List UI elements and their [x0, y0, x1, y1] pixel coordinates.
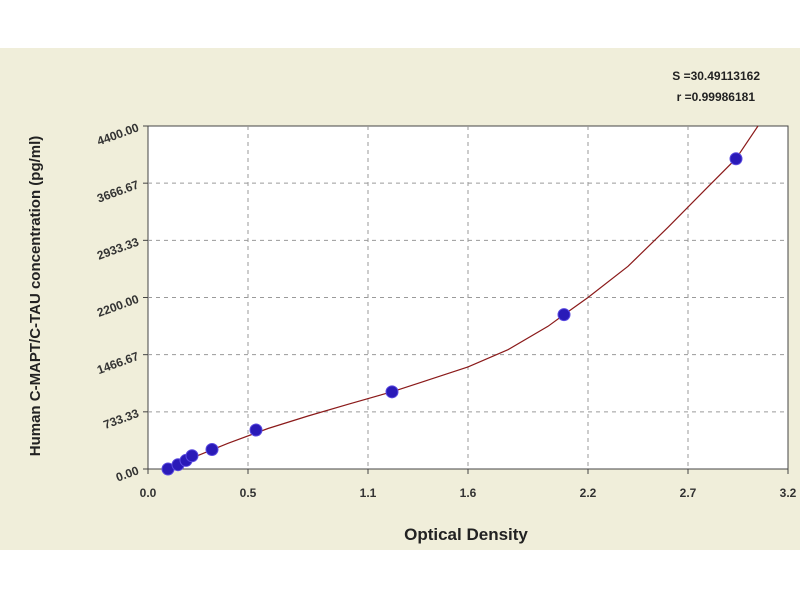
data-point: [557, 308, 571, 322]
data-point: [729, 152, 743, 166]
data-points-layer: [161, 152, 743, 476]
x-tick-label: 2.7: [680, 486, 697, 500]
x-tick-label: 0.0: [140, 486, 157, 500]
stat-s-value: S =30.49113162: [672, 69, 760, 83]
x-tick-label: 2.2: [580, 486, 597, 500]
stat-r-value: r =0.99986181: [677, 90, 756, 104]
data-point: [185, 449, 199, 463]
data-point: [385, 385, 399, 399]
y-axis-title: Human C-MAPT/C-TAU concentration (pg/ml): [27, 136, 44, 457]
data-point: [205, 443, 219, 457]
x-axis-title: Optical Density: [404, 525, 528, 544]
x-tick-label: 1.6: [460, 486, 477, 500]
x-tick-labels: 0.0 0.5 1.1 1.6 2.2 2.7 3.2: [140, 469, 797, 500]
x-tick-label: 0.5: [240, 486, 257, 500]
data-point: [249, 423, 263, 437]
x-tick-label: 3.2: [780, 486, 797, 500]
x-tick-label: 1.1: [360, 486, 377, 500]
